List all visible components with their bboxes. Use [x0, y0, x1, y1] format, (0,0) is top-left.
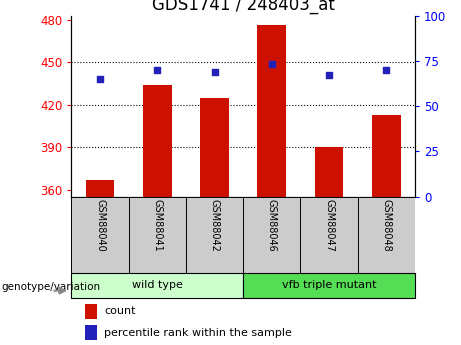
Point [211, 69, 218, 75]
Bar [372, 115, 401, 197]
Point [325, 72, 333, 78]
Text: count: count [104, 306, 136, 316]
Title: GDS1741 / 248403_at: GDS1741 / 248403_at [152, 0, 335, 14]
Bar [71, 273, 243, 298]
Bar [85, 325, 97, 340]
Text: genotype/variation: genotype/variation [1, 282, 100, 292]
Bar [200, 98, 229, 197]
Point [96, 76, 104, 82]
Point [268, 62, 276, 67]
Point [154, 67, 161, 72]
Text: GSM88040: GSM88040 [95, 199, 105, 252]
Text: GSM88042: GSM88042 [210, 199, 219, 252]
Text: percentile rank within the sample: percentile rank within the sample [104, 327, 292, 337]
Text: GSM88047: GSM88047 [324, 199, 334, 252]
Point [383, 67, 390, 72]
Bar [86, 180, 114, 197]
Bar [258, 26, 286, 197]
Text: wild type: wild type [132, 280, 183, 290]
Bar [315, 147, 343, 197]
Bar [85, 304, 97, 319]
Bar [143, 85, 171, 197]
Text: vfb triple mutant: vfb triple mutant [282, 280, 376, 290]
Text: GSM88048: GSM88048 [381, 199, 391, 252]
Bar [243, 273, 415, 298]
Text: GSM88041: GSM88041 [152, 199, 162, 252]
Text: GSM88046: GSM88046 [267, 199, 277, 252]
